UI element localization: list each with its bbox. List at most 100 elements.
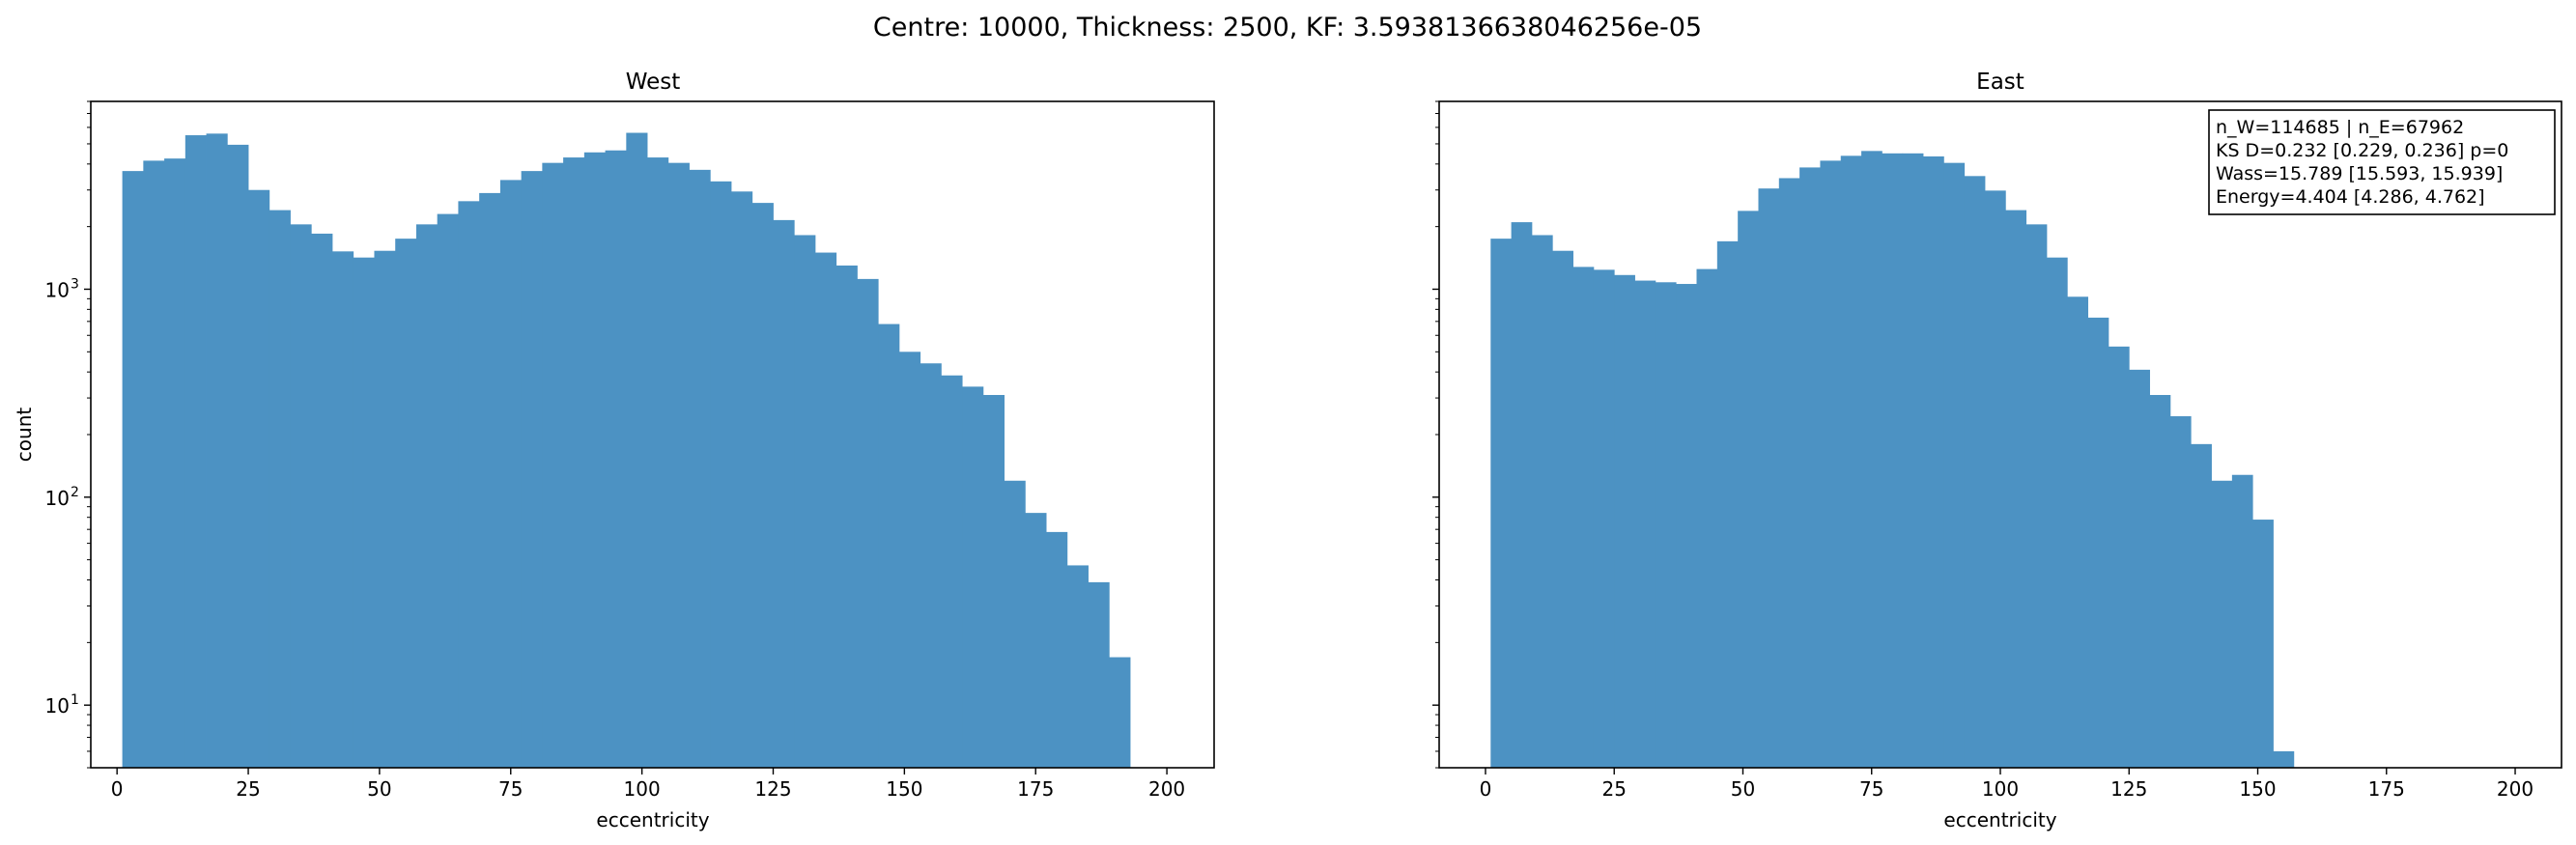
west-bar xyxy=(479,192,501,768)
west-ytick-label: 10 xyxy=(45,694,70,718)
east-xtick-label: 0 xyxy=(1480,777,1492,801)
east-bar xyxy=(2129,369,2150,768)
east-bar xyxy=(1799,167,1821,768)
east-xticks: 0 25 50 75 100 125 150 175 200 xyxy=(1480,768,2534,801)
west-xtick-label: 200 xyxy=(1148,777,1185,801)
west-bar xyxy=(878,324,900,768)
east-bar xyxy=(2149,395,2171,768)
west-xtick-label: 175 xyxy=(1017,777,1054,801)
east-xlabel: eccentricity xyxy=(1943,808,2056,831)
east-bar xyxy=(2252,520,2274,768)
west-bar xyxy=(290,224,312,769)
west-ylabel: count xyxy=(13,408,36,463)
west-bar xyxy=(353,257,375,768)
east-bar xyxy=(1634,280,1656,768)
west-title: West xyxy=(626,70,681,95)
west-ytick-exponent: 1 xyxy=(71,692,79,708)
west-bar xyxy=(982,395,1005,768)
east-bar xyxy=(2005,210,2027,769)
east-bar xyxy=(2231,474,2253,768)
west-bar xyxy=(164,158,186,768)
west-bars xyxy=(122,132,1131,769)
stats-line-ks: KS D=0.232 [0.229, 0.236] p=0 xyxy=(2216,140,2508,161)
west-bar xyxy=(898,352,921,768)
west-bar xyxy=(458,201,480,768)
east-bar xyxy=(1593,269,1615,768)
west-bar xyxy=(1004,480,1026,768)
east-bar xyxy=(1902,153,1924,768)
east-xtick-label: 100 xyxy=(1982,777,2019,801)
east-bar xyxy=(1778,178,1800,769)
east-bar xyxy=(1840,155,1862,769)
west-bar xyxy=(521,171,543,768)
east-bar xyxy=(1964,176,1986,768)
west-bar xyxy=(1109,657,1131,768)
west-xtick-label: 25 xyxy=(236,777,260,801)
east-xtick-label: 25 xyxy=(1602,777,1627,801)
west-bar xyxy=(395,239,417,768)
west-xtick-label: 50 xyxy=(367,777,391,801)
west-bar xyxy=(689,169,711,769)
west-bar xyxy=(962,386,984,768)
west-ytick-exponent: 3 xyxy=(71,276,79,292)
west-xlabel: eccentricity xyxy=(596,808,709,831)
west-bar xyxy=(773,219,795,768)
east-bar xyxy=(1820,160,1842,768)
west-bar xyxy=(605,150,627,769)
east-bar xyxy=(1676,284,1697,768)
stats-annotation-frame xyxy=(2208,109,2556,215)
east-axes-frame xyxy=(1438,100,2562,769)
west-bar xyxy=(563,157,585,768)
east-bar xyxy=(2211,480,2233,768)
west-ytick-exponent: 2 xyxy=(71,485,79,500)
east-bar xyxy=(1861,151,1882,769)
west-bar xyxy=(794,235,816,769)
east-bar xyxy=(1511,222,1533,769)
west-bar xyxy=(1066,565,1089,768)
east-bar xyxy=(2025,224,2048,769)
east-xtick-label: 125 xyxy=(2110,777,2147,801)
east-bar xyxy=(2273,750,2295,768)
east-bar xyxy=(2087,317,2109,768)
east-bar xyxy=(1943,162,1966,768)
west-bar xyxy=(583,152,606,768)
west-axes-frame xyxy=(90,100,1215,769)
west-bar xyxy=(248,189,270,769)
east-bar xyxy=(2108,346,2130,768)
east-yticks xyxy=(1432,100,1439,769)
east-bar xyxy=(1655,282,1677,768)
west-bar xyxy=(227,144,249,768)
west-bar xyxy=(1046,531,1068,768)
west-xtick-label: 75 xyxy=(498,777,523,801)
east-bar xyxy=(2046,257,2068,768)
east-title: East xyxy=(1976,70,2024,95)
west-bar xyxy=(857,278,879,768)
west-bar xyxy=(626,132,648,768)
west-bar xyxy=(647,157,669,768)
east-bar xyxy=(1531,235,1553,769)
stats-line-samples: n_W=114685 | n_E=67962 xyxy=(2216,117,2464,138)
west-bar xyxy=(122,171,144,768)
west-bar xyxy=(143,160,165,768)
west-bar xyxy=(710,181,732,768)
west-bar xyxy=(941,375,963,768)
east-bar xyxy=(1696,268,1718,768)
east-bar xyxy=(1882,153,1904,768)
west-bar xyxy=(184,135,207,769)
west-bar xyxy=(1088,581,1110,768)
west-bar xyxy=(415,224,439,769)
east-bar xyxy=(1738,211,1759,768)
west-bar xyxy=(542,162,564,768)
figure-title: Centre: 10000, Thickness: 2500, KF: 3.59… xyxy=(873,13,1702,42)
west-bar xyxy=(499,180,523,768)
west-bar xyxy=(814,252,837,768)
west-xtick-label: 100 xyxy=(624,777,661,801)
west-xtick-label: 125 xyxy=(754,777,791,801)
west-bar xyxy=(835,265,858,768)
west-bar xyxy=(206,133,228,769)
west-bar xyxy=(437,213,459,768)
east-xtick-label: 175 xyxy=(2368,777,2405,801)
